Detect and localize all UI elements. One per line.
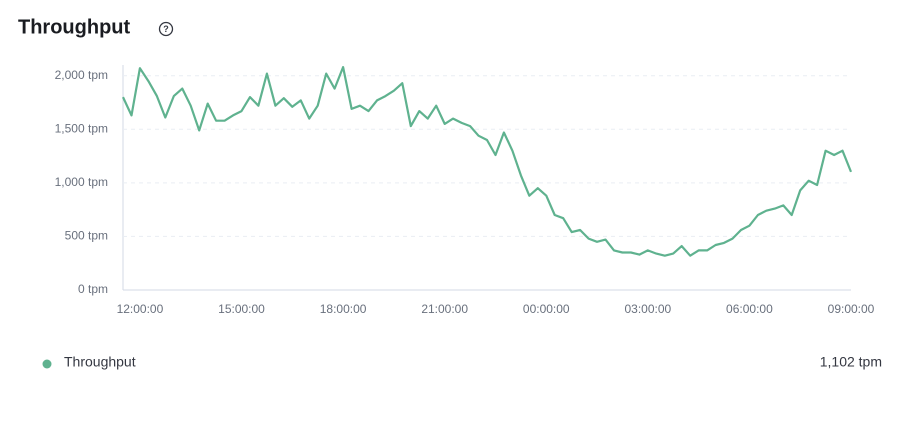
legend-value: 1,102 tpm — [820, 354, 882, 370]
y-tick-label: 0 tpm — [78, 282, 108, 296]
x-tick-label: 00:00:00 — [523, 302, 570, 316]
x-tick-label: 15:00:00 — [218, 302, 265, 316]
y-tick-label: 1,000 tpm — [55, 175, 108, 189]
x-tick-label: 21:00:00 — [421, 302, 468, 316]
y-tick-label: 2,000 tpm — [55, 68, 108, 82]
legend-marker — [42, 359, 52, 369]
x-tick-label: 03:00:00 — [624, 302, 671, 316]
svg-text:?: ? — [163, 24, 169, 34]
line-series — [122, 66, 853, 257]
x-tick-label: 09:00:00 — [828, 302, 875, 316]
x-tick-label: 18:00:00 — [320, 302, 367, 316]
help-icon[interactable]: ? — [158, 21, 174, 37]
chart-title: Throughput — [18, 16, 131, 38]
y-tick-label: 500 tpm — [65, 229, 108, 243]
x-tick-label: 12:00:00 — [117, 302, 164, 316]
legend-label[interactable]: Throughput — [64, 354, 136, 370]
x-tick-label: 06:00:00 — [726, 302, 773, 316]
y-tick-label: 1,500 tpm — [55, 121, 108, 135]
